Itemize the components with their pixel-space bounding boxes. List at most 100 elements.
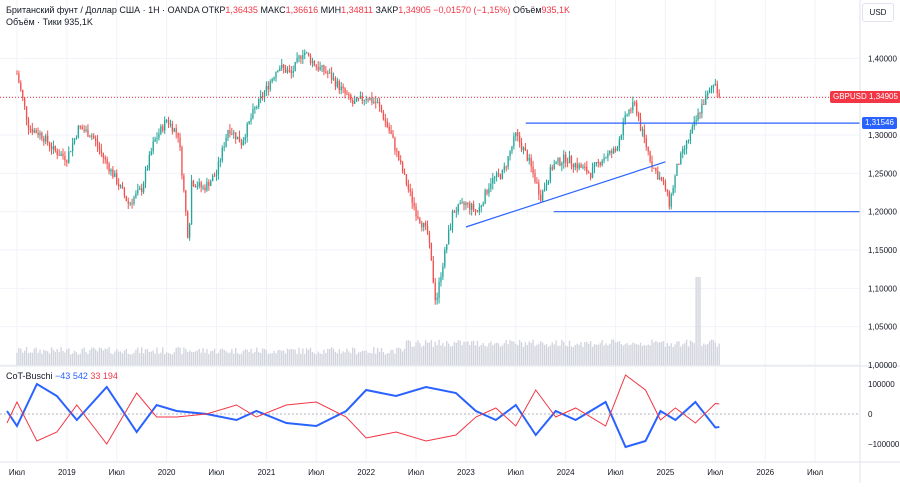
candle-body xyxy=(511,146,513,152)
candle-body xyxy=(68,151,70,163)
candle-body xyxy=(89,136,91,138)
symbol-title[interactable]: Британский фунт / Доллар США · 1Н · OAND… xyxy=(6,5,200,15)
candle-body xyxy=(357,97,360,99)
candle-body xyxy=(528,157,530,161)
volume-bar xyxy=(56,348,58,365)
candle-body xyxy=(165,120,168,122)
volume-bar xyxy=(449,346,452,365)
volume-bar xyxy=(231,349,233,365)
candle-body xyxy=(419,218,421,223)
volume-bar xyxy=(208,353,210,365)
candle-body xyxy=(135,193,137,198)
candle-body xyxy=(563,154,565,164)
candle-body xyxy=(438,281,440,298)
candle-body xyxy=(494,177,496,179)
indicator-name[interactable]: CoT-Buschi xyxy=(6,371,53,381)
candle-body xyxy=(685,141,688,149)
candle-body xyxy=(490,183,492,189)
candle-body xyxy=(45,135,47,142)
candle-body xyxy=(589,172,592,178)
candle-body xyxy=(284,67,287,73)
candle-body xyxy=(196,186,198,188)
time-tick-label: Июл xyxy=(408,468,425,477)
candle-body xyxy=(85,129,87,131)
candle-body xyxy=(46,135,49,143)
volume-bar xyxy=(566,346,569,365)
candle-body xyxy=(371,98,373,103)
candle-body xyxy=(173,128,175,132)
candle-body xyxy=(586,166,588,173)
candle-body xyxy=(71,142,74,152)
candle-body xyxy=(236,136,239,140)
candle-body xyxy=(365,99,367,101)
volume-bar xyxy=(639,342,642,365)
volume-bar xyxy=(221,348,223,365)
volume-row-value: 935,1K xyxy=(64,17,93,27)
volume-bar xyxy=(471,341,473,365)
candle-body xyxy=(689,133,692,141)
volume-bar xyxy=(701,345,703,365)
volume-bar xyxy=(206,349,208,365)
volume-bar xyxy=(614,342,617,365)
candle-body xyxy=(94,138,97,141)
candle-body xyxy=(200,182,202,188)
volume-bar xyxy=(486,346,488,365)
candle-body xyxy=(123,188,126,196)
volume-bar xyxy=(131,354,133,365)
candle-body xyxy=(233,132,235,134)
candle-body xyxy=(332,78,335,80)
candle-body xyxy=(305,52,308,54)
indicator-tick-label: 0 xyxy=(868,410,873,419)
volume-bar xyxy=(584,341,586,365)
candle-body xyxy=(229,130,231,134)
candle-body xyxy=(697,112,699,120)
volume-bar xyxy=(447,343,450,365)
volume-bar xyxy=(526,344,528,365)
candle-body xyxy=(292,70,294,73)
candle-body xyxy=(637,113,640,119)
candle-body xyxy=(568,156,571,164)
volume-bar xyxy=(290,349,292,365)
candle-body xyxy=(603,157,605,161)
volume-bar xyxy=(375,353,377,365)
candle-body xyxy=(125,195,127,201)
candle-body xyxy=(217,161,220,174)
candle-body xyxy=(223,146,225,148)
volume-bar xyxy=(235,347,237,365)
volume-bar xyxy=(549,345,552,365)
volume-bar xyxy=(574,344,576,365)
volume-bar xyxy=(129,354,131,365)
volume-bar xyxy=(330,347,333,365)
ohlc-low-value: 1,34811 xyxy=(341,5,373,15)
indicator-tick-label: −100000 xyxy=(868,440,900,449)
volume-bar xyxy=(41,353,43,365)
volume-bar xyxy=(140,347,143,365)
candle-body xyxy=(436,297,438,301)
candle-body xyxy=(52,145,55,150)
candle-body xyxy=(682,148,684,154)
candle-body xyxy=(549,167,552,182)
volume-bar xyxy=(146,349,149,365)
volume-bar xyxy=(626,343,628,365)
volume-bar xyxy=(18,347,20,365)
candle-body xyxy=(398,151,400,161)
candle-body xyxy=(459,202,461,205)
volume-bar xyxy=(413,346,415,365)
currency-button[interactable]: USD xyxy=(862,3,894,22)
candle-body xyxy=(171,123,174,132)
volume-bar xyxy=(517,345,519,365)
volume-bar xyxy=(591,346,594,365)
volume-bar xyxy=(62,350,64,365)
drawings[interactable] xyxy=(0,96,860,228)
volume-bar xyxy=(179,347,181,365)
candle-body xyxy=(131,203,133,205)
candle-body xyxy=(144,170,147,184)
candle-body xyxy=(139,188,141,190)
volume-row-label[interactable]: Объём · Тики xyxy=(6,17,62,27)
candle-body xyxy=(540,194,542,201)
candle-body xyxy=(238,136,241,143)
candle-body xyxy=(434,282,436,301)
